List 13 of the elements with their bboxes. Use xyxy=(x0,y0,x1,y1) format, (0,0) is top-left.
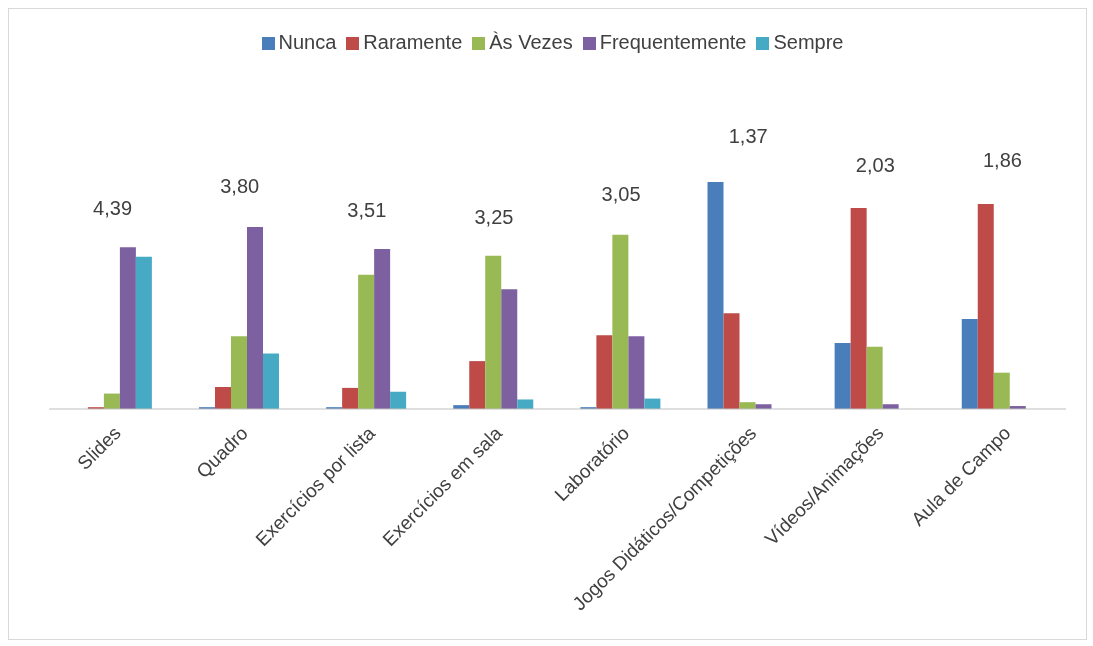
legend-label: Nunca xyxy=(278,31,337,53)
annotation: 3,05 xyxy=(600,183,642,206)
text: 1,37 xyxy=(727,125,769,148)
annotation: 3,51 xyxy=(346,198,388,222)
annotation: 3,25 xyxy=(473,206,515,230)
text: 2,03 xyxy=(854,153,896,177)
legend-label: Frequentemente xyxy=(599,31,747,53)
legend-label: Às Vezes xyxy=(489,31,573,53)
legend-label: Raramente xyxy=(363,31,463,53)
legend-label: Sempre xyxy=(773,31,844,53)
text: 1,86 xyxy=(981,149,1023,173)
annotation: 3,80 xyxy=(219,174,261,198)
annotation: 4,39 xyxy=(92,196,134,220)
